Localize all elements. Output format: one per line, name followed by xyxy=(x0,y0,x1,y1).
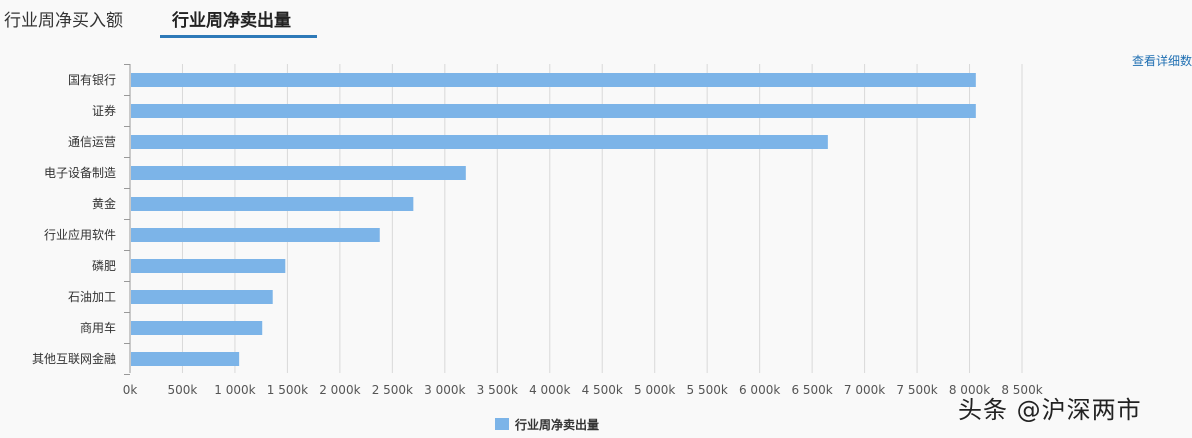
view-details-link[interactable]: 查看详细数 xyxy=(1131,54,1192,68)
category-label: 磷肥 xyxy=(92,258,116,273)
legend-swatch[interactable] xyxy=(495,418,509,430)
bar[interactable] xyxy=(131,228,380,242)
x-tick-label: 2 500k xyxy=(372,383,413,397)
active-tab-indicator xyxy=(160,35,317,38)
bar[interactable] xyxy=(131,290,273,304)
x-tick-label: 3 500k xyxy=(477,383,518,397)
category-label: 行业应用软件 xyxy=(44,227,116,242)
bar[interactable] xyxy=(131,166,466,180)
bar[interactable] xyxy=(131,259,286,273)
bar[interactable] xyxy=(131,352,240,366)
x-tick-label: 4 500k xyxy=(582,383,623,397)
tab-weekly-net-buy[interactable]: 行业周净买入额 xyxy=(4,11,123,31)
legend[interactable]: 行业周净卖出量 xyxy=(495,417,599,432)
watermark-text: 头条 @沪深两市 xyxy=(958,396,1142,424)
category-label: 其他互联网金融 xyxy=(32,351,116,366)
x-tick-label: 5 500k xyxy=(687,383,728,397)
bar[interactable] xyxy=(131,197,414,211)
x-tick-label: 6 500k xyxy=(791,383,832,397)
x-tick-label: 7 500k xyxy=(896,383,937,397)
bar[interactable] xyxy=(131,321,263,335)
tab-bar: 行业周净买入额 行业周净卖出量 xyxy=(0,0,1192,38)
x-tick-label: 4 000k xyxy=(529,383,570,397)
x-tick-label: 1 500k xyxy=(267,383,308,397)
bar[interactable] xyxy=(131,135,828,149)
x-tick-labels: 0k 500k 1 000k 1 500k 2 000k 2 500k 3 000k 3 50… xyxy=(123,383,1043,397)
tab-weekly-net-sell[interactable]: 行业周净卖出量 xyxy=(172,11,291,31)
x-tick-label: 0k xyxy=(123,383,138,397)
x-tick-label: 8 500k xyxy=(1001,383,1042,397)
x-tick-label: 5 000k xyxy=(634,383,675,397)
x-tick-label: 6 000k xyxy=(739,383,780,397)
category-label: 黄金 xyxy=(92,196,116,211)
x-tick-label: 3 000k xyxy=(424,383,465,397)
bars xyxy=(131,73,976,366)
category-label: 商用车 xyxy=(80,320,116,335)
x-tick-label: 1 000k xyxy=(214,383,255,397)
category-label: 证券 xyxy=(92,103,116,118)
x-tick-label: 7 000k xyxy=(844,383,885,397)
category-label: 石油加工 xyxy=(68,290,116,304)
x-tick-label: 8 000k xyxy=(949,383,990,397)
legend-label[interactable]: 行业周净卖出量 xyxy=(514,417,599,432)
x-tick-label: 500k xyxy=(168,383,198,397)
bar[interactable] xyxy=(131,73,976,87)
bar[interactable] xyxy=(131,104,976,118)
category-label: 国有银行 xyxy=(68,73,116,87)
category-label: 电子设备制造 xyxy=(44,166,116,180)
category-label: 通信运营 xyxy=(68,135,116,149)
x-tick-label: 2 000k xyxy=(319,383,360,397)
